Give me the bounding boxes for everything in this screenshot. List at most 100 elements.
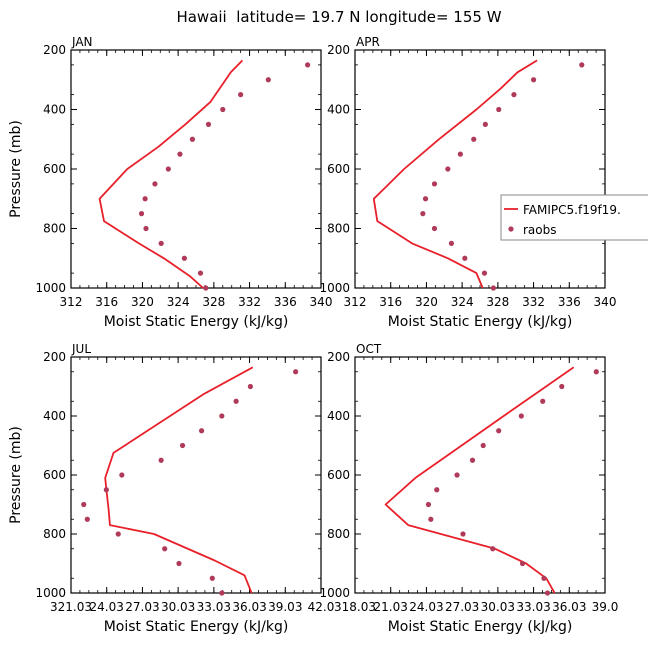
obs-point [197,270,204,276]
obs-point [177,151,183,157]
obs-point [209,575,215,581]
y-tick-label: 200 [43,350,66,364]
y-tick-label: 600 [43,162,66,176]
y-tick-label: 200 [327,350,350,364]
obs-point [165,166,171,172]
x-axis-label: Moist Static Energy (kJ/kg) [388,314,573,330]
x-axis-label: Moist Static Energy (kJ/kg) [388,619,573,635]
y-tick-label: 600 [327,468,350,482]
model-series-line [98,59,244,289]
x-tick-label: 36.03 [552,600,586,614]
x-tick-label: 30.03 [481,600,515,614]
x-tick-label: 33.03 [197,600,231,614]
obs-point [233,398,239,404]
y-tick-label: 200 [327,43,350,57]
obs-point [540,398,546,404]
x-tick-label: 24.03 [90,600,124,614]
x-tick-label: 328 [202,295,225,309]
obs-point [480,442,486,449]
plot-frame [354,49,606,289]
obs-point [162,546,168,552]
x-tick-label: 33.03 [516,600,550,614]
obs-point [530,77,537,83]
obs-point [247,383,254,390]
obs-point [422,196,429,202]
x-tick-label: 324 [167,295,190,309]
y-tick-label: 400 [43,103,66,117]
obs-point [482,121,488,127]
y-tick-label: 1000 [319,586,350,600]
obs-point [203,285,209,291]
obs-point [454,472,460,478]
obs-point [559,383,565,390]
panel-label: APR [356,35,380,49]
legend-obs-marker [508,226,514,232]
obs-point [152,181,158,187]
obs-point [425,501,432,508]
y-axis-label: Pressure (mb) [8,426,24,524]
x-tick-label: 312 [344,295,367,309]
obs-point [220,106,226,113]
obs-point [431,225,438,232]
y-tick-label: 800 [43,527,66,541]
x-tick-label: 332 [522,295,545,309]
x-tick-label: 24.03 [409,600,443,614]
obs-point [593,369,599,375]
obs-point [490,546,496,552]
y-tick-label: 400 [327,103,350,117]
x-tick-label: 340 [594,295,617,309]
x-tick-label: 321.03 [50,600,92,614]
panel-jan: 312 316 320 324 328 332 336 340 200 400 600 800 1000… [8,35,332,330]
y-tick-label: 1000 [35,281,66,295]
y-tick-label: 800 [327,222,350,236]
obs-point [445,166,451,172]
obs-point [219,590,225,596]
obs-point [265,77,271,83]
plot-frame [354,356,606,594]
obs-point [428,516,434,522]
obs-point [179,442,186,449]
obs-point [579,62,585,68]
obs-point [189,136,196,142]
y-tick-label: 600 [43,468,66,482]
x-tick-label: 316 [95,295,118,309]
x-tick-label: 42.0 [308,600,335,614]
obs-point [460,531,466,537]
panel-label: JUL [71,342,91,356]
legend-box [500,194,648,241]
y-tick-label: 200 [43,43,66,57]
obs-point [462,255,468,261]
obs-point [181,255,187,261]
obs-point [519,560,526,567]
x-tick-label: 340 [310,295,333,309]
obs-point [142,196,148,202]
x-tick-label: 324 [451,295,474,309]
y-tick-label: 400 [327,409,350,423]
obs-point [511,92,517,98]
y-tick-label: 1000 [319,281,350,295]
x-tick-label: 316 [379,295,402,309]
x-tick-label: 328 [486,295,509,309]
obs-point [238,92,244,98]
x-tick-label: 320 [131,295,154,309]
x-tick-label: 21.03 [374,600,408,614]
plot-frame [70,49,322,289]
legend-obs-label: raobs [523,223,557,237]
obs-point [84,516,90,522]
obs-point [219,413,225,419]
model-series-line [384,366,575,594]
x-axis-label: Moist Static Energy (kJ/kg) [104,619,289,635]
y-tick-label: 1000 [35,586,66,600]
model-series-line [104,366,254,594]
obs-point [496,106,502,113]
x-tick-label: 30.03 [161,600,195,614]
obs-point [305,62,311,68]
obs-point [119,472,125,478]
obs-point [158,457,164,463]
y-axis-label: Pressure (mb) [8,120,24,218]
model-series-line [372,59,538,289]
obs-point [518,413,524,419]
